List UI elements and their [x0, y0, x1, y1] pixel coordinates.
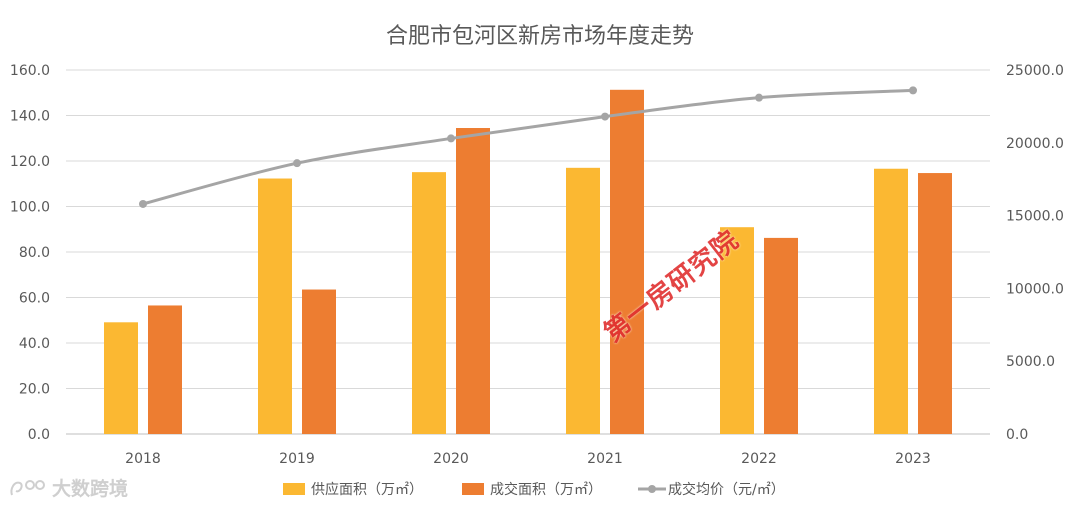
bar-supply	[104, 322, 138, 434]
legend-marker	[648, 485, 656, 493]
left-axis-tick-label: 0.0	[28, 427, 50, 443]
price-point	[293, 159, 301, 168]
brand-logo: 大数跨境	[8, 474, 128, 501]
legend-swatch	[283, 483, 305, 495]
x-axis-tick-label: 2019	[279, 451, 315, 467]
right-axis-tick-label: 20000.0	[1006, 136, 1064, 152]
bar-transaction	[456, 128, 490, 434]
legend-swatch	[462, 483, 484, 495]
price-point	[909, 86, 917, 95]
bar-supply	[566, 167, 600, 434]
chart-title: 合肥市包河区新房市场年度走势	[385, 24, 694, 49]
x-axis-tick-label: 2021	[587, 451, 623, 467]
price-line	[142, 88, 914, 206]
bar-supply	[874, 168, 908, 435]
bar-transaction	[764, 237, 798, 434]
bar-transaction	[302, 289, 336, 434]
brand-text: 大数跨境	[52, 478, 129, 500]
legend-label: 成交面积（万㎡）	[490, 481, 602, 498]
left-axis-tick-label: 140.0	[10, 109, 50, 125]
left-axis-tick-label: 20.0	[19, 382, 50, 398]
bar-transaction	[610, 89, 644, 434]
right-axis-tick-label: 5000.0	[1006, 354, 1055, 370]
left-axis-tick-label: 60.0	[19, 291, 50, 307]
legend-label: 供应面积（万㎡）	[311, 481, 423, 498]
x-axis-tick-label: 2022	[741, 451, 777, 467]
right-axis-tick-label: 0.0	[1006, 427, 1028, 443]
price-point	[755, 93, 763, 102]
bar-supply	[258, 178, 292, 434]
x-axis-tick-label: 2020	[433, 451, 469, 467]
x-axis-tick-label: 2018	[125, 451, 161, 467]
price-point	[601, 112, 609, 121]
left-axis-tick-label: 40.0	[19, 336, 50, 352]
bar-transaction	[148, 305, 182, 434]
legend-label: 成交均价（元/㎡）	[668, 481, 785, 498]
price-point	[139, 199, 147, 208]
right-axis-tick-label: 15000.0	[1006, 209, 1064, 225]
left-axis-tick-label: 120.0	[10, 154, 50, 170]
right-axis-tick-label: 10000.0	[1006, 281, 1064, 297]
left-axis-tick-label: 80.0	[19, 245, 50, 261]
price-point	[447, 134, 455, 143]
bar-supply	[720, 227, 754, 434]
bar-supply	[412, 172, 446, 434]
bar-transaction	[918, 173, 952, 434]
brand-icon	[10, 479, 45, 495]
left-axis-tick-label: 160.0	[10, 63, 50, 79]
right-axis-tick-label: 25000.0	[1006, 63, 1064, 79]
x-axis-tick-label: 2023	[895, 451, 931, 467]
left-axis-tick-label: 100.0	[10, 200, 50, 216]
